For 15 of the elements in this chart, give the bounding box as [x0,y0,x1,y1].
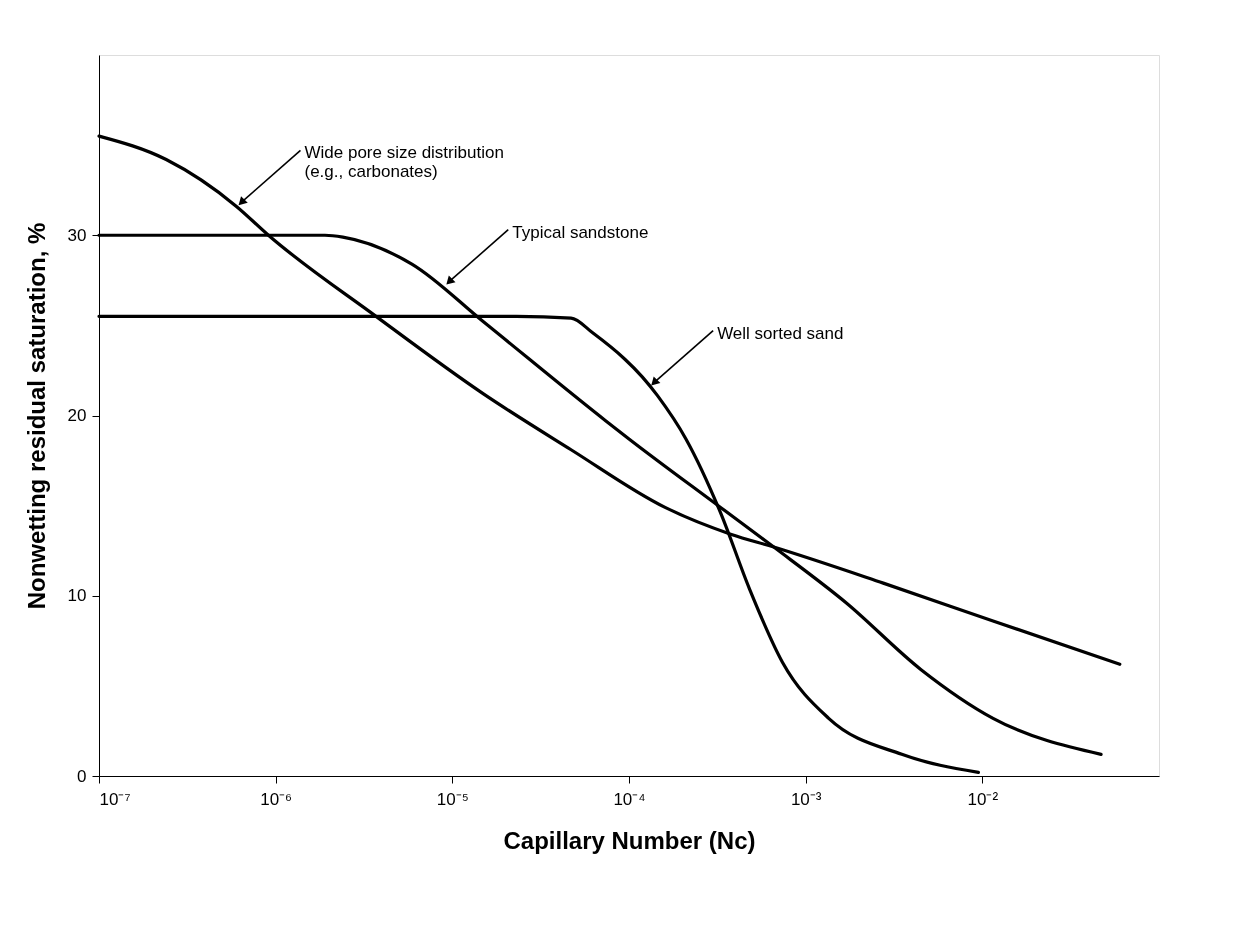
x-tick-label: 10⁻⁶ [260,789,293,809]
annotation: Typical sandstone [512,222,649,242]
annotation: Well sorted sand [717,323,844,343]
y-tick-label: 0 [77,766,87,786]
y-tick-label: 10 [67,586,87,606]
x-tick-label: 10⁻² [967,789,999,809]
x-axis-title: Capillary Number (Nc) [503,826,756,854]
y-tick-label: 30 [67,225,87,245]
x-tick-label: 10⁻⁷ [99,789,131,809]
y-axis-title: Nonwetting residual saturation, % [22,222,50,610]
y-tick-label: 20 [67,406,87,425]
x-tick-label: 10⁻³ [790,789,822,809]
x-tick-label: 10⁻⁴ [613,789,646,809]
annotation: Wide pore size distribution (e.g., carbonates) [304,143,504,182]
x-tick-label: 10⁻⁵ [436,789,469,809]
